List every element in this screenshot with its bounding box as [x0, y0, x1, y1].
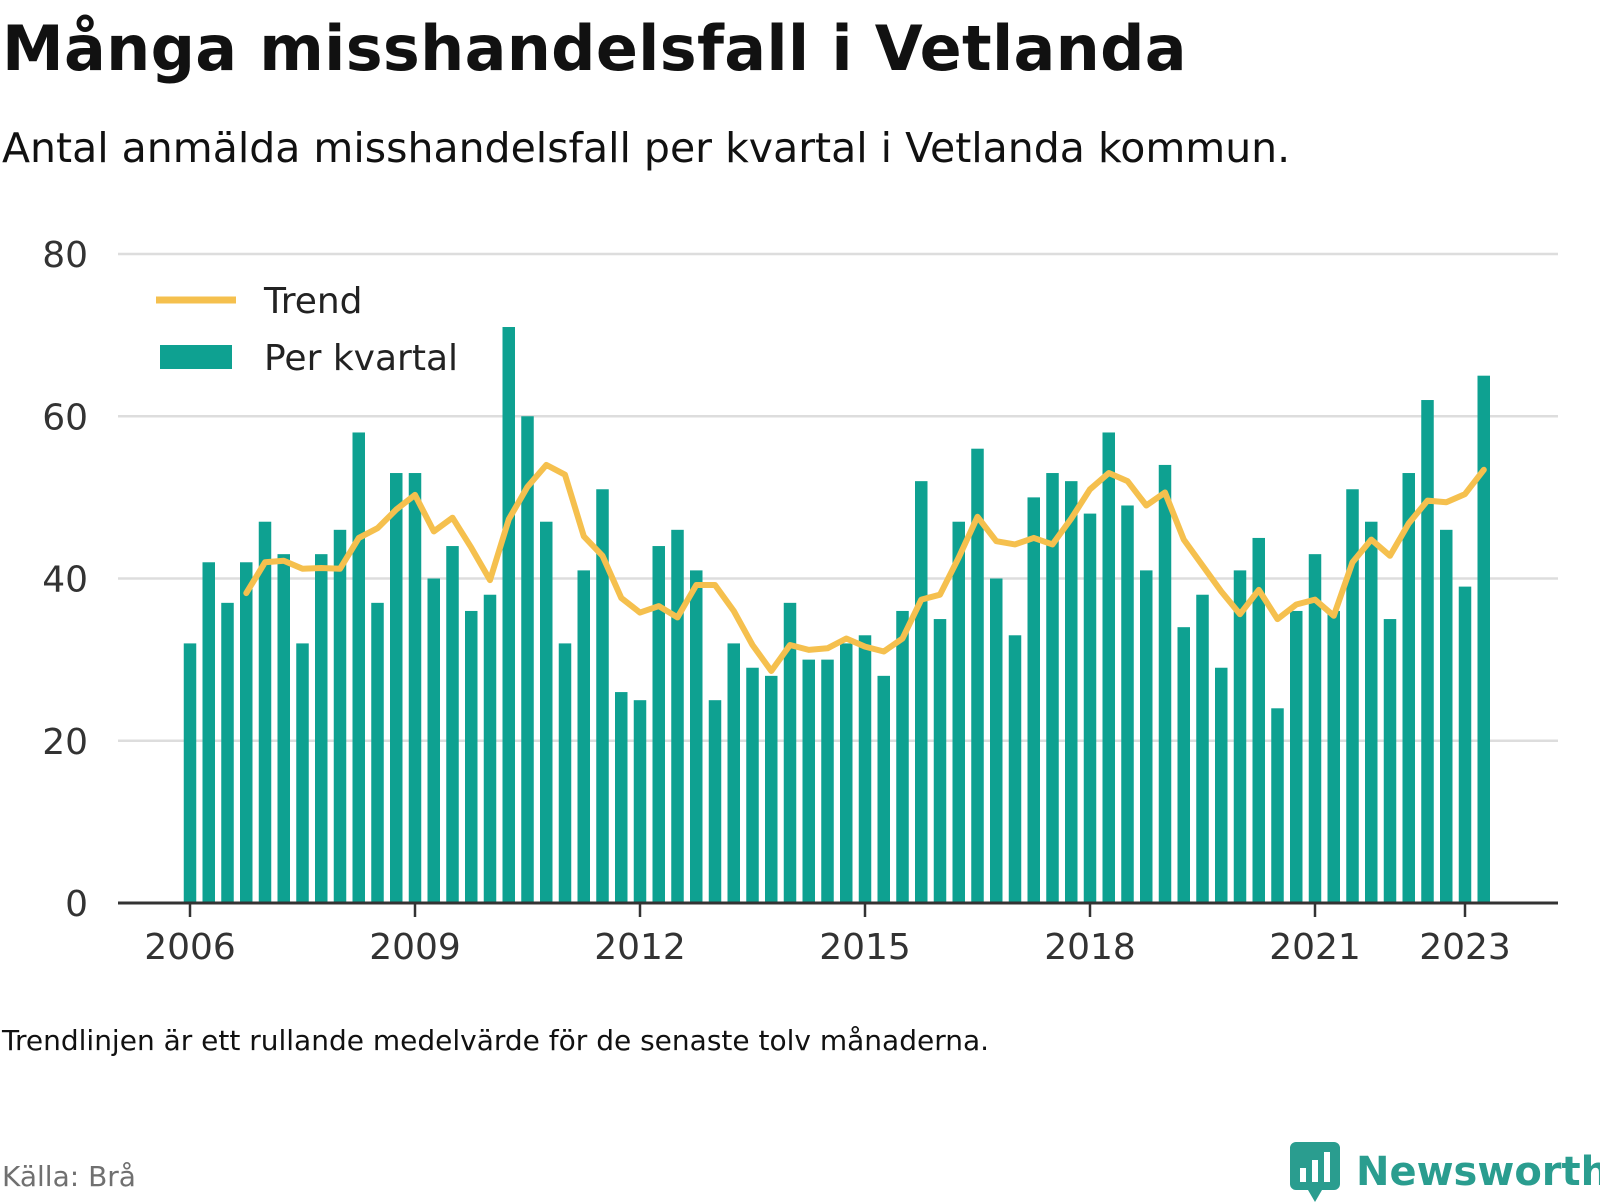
bar [1327, 610, 1340, 903]
y-tick-label: 0 [65, 884, 88, 925]
bar [615, 692, 628, 903]
x-tick-label: 2012 [594, 927, 686, 968]
bar [802, 659, 815, 903]
bar [765, 675, 778, 903]
bar [465, 610, 478, 903]
legend-label: Trend [263, 281, 363, 322]
bar [933, 619, 947, 903]
bar [315, 554, 328, 903]
trend-line-group [243, 461, 1487, 674]
bar [1252, 537, 1265, 903]
bar [183, 643, 197, 903]
bar [1215, 667, 1228, 903]
bar [596, 489, 609, 903]
y-tick-label: 40 [42, 560, 88, 601]
bar [1308, 554, 1322, 903]
brand-logo-group: Newsworthy [1290, 1142, 1600, 1202]
bar [1402, 473, 1415, 903]
bar [1177, 627, 1190, 903]
x-axis: 2006 2009 2012 2015 2018 2021 2023 [118, 901, 1558, 968]
legend-label: Per kvartal [264, 338, 458, 379]
newsworthy-chart-bubble-icon [1290, 1142, 1340, 1202]
bar [1383, 619, 1397, 903]
bar [671, 529, 684, 903]
bar [783, 602, 797, 903]
bar [1121, 505, 1134, 903]
bar [502, 327, 515, 903]
bar [333, 529, 347, 903]
bar [558, 643, 572, 903]
chart-subtitle: Antal anmälda misshandelsfall per kvarta… [2, 124, 1291, 172]
bar [577, 570, 590, 903]
bar [1140, 570, 1153, 903]
bar [1421, 400, 1434, 903]
bar [1046, 473, 1059, 903]
bar [633, 700, 647, 903]
bar [746, 667, 759, 903]
legend: Trend Per kvartal [156, 281, 458, 379]
bar [1027, 497, 1040, 903]
bar [990, 578, 1003, 903]
bar [840, 643, 853, 903]
bar [258, 521, 272, 903]
bar [371, 602, 384, 903]
bar [1083, 513, 1097, 903]
legend-bar-swatch [160, 345, 232, 369]
bar [408, 473, 422, 903]
bar [390, 473, 403, 903]
bar [277, 554, 290, 903]
bars-per-kvartal [183, 327, 1490, 903]
bar [858, 635, 872, 903]
bar [652, 546, 665, 903]
bar [1346, 489, 1359, 903]
source-credit: Källa: Brå [2, 1160, 136, 1193]
bar [1102, 432, 1115, 903]
bar [877, 675, 890, 903]
y-tick-label: 80 [42, 235, 88, 276]
x-tick-label: 2018 [1044, 927, 1136, 968]
y-tick-label: 20 [42, 722, 88, 763]
bar [1440, 529, 1453, 903]
bar [821, 659, 834, 903]
bar [352, 432, 365, 903]
bar [240, 562, 253, 903]
bar [483, 594, 497, 903]
bar [1365, 521, 1378, 903]
bar [1458, 586, 1472, 903]
bar [708, 700, 722, 903]
x-tick-label: 2023 [1419, 927, 1511, 968]
x-tick-label: 2021 [1269, 927, 1361, 968]
brand-name: Newsworthy [1356, 1149, 1600, 1195]
bar [1196, 594, 1209, 903]
trend-line [243, 461, 1487, 674]
bar [521, 416, 534, 903]
bar [1233, 570, 1247, 903]
chart-title: Många misshandelsfall i Vetlanda [2, 12, 1187, 85]
bar [727, 643, 740, 903]
bar [296, 643, 309, 903]
bar [1477, 375, 1490, 903]
bar [540, 521, 553, 903]
bar [1290, 610, 1303, 903]
x-tick-label: 2015 [819, 927, 911, 968]
bar [202, 562, 215, 903]
bar [1271, 708, 1284, 903]
bar [896, 610, 909, 903]
y-axis-ticks: 0 20 40 60 80 [42, 235, 88, 925]
bar [221, 602, 234, 903]
bar [446, 546, 459, 903]
x-tick-label: 2009 [369, 927, 461, 968]
bar [690, 570, 703, 903]
footnote: Trendlinjen är ett rullande medelvärde f… [2, 1024, 990, 1057]
bar [952, 521, 965, 903]
y-tick-label: 60 [42, 397, 88, 438]
bar [1008, 635, 1022, 903]
bar [427, 578, 440, 903]
bar [1158, 464, 1172, 903]
bar [915, 481, 928, 903]
bar [1065, 481, 1078, 903]
bar [971, 448, 984, 903]
x-tick-label: 2006 [144, 927, 236, 968]
